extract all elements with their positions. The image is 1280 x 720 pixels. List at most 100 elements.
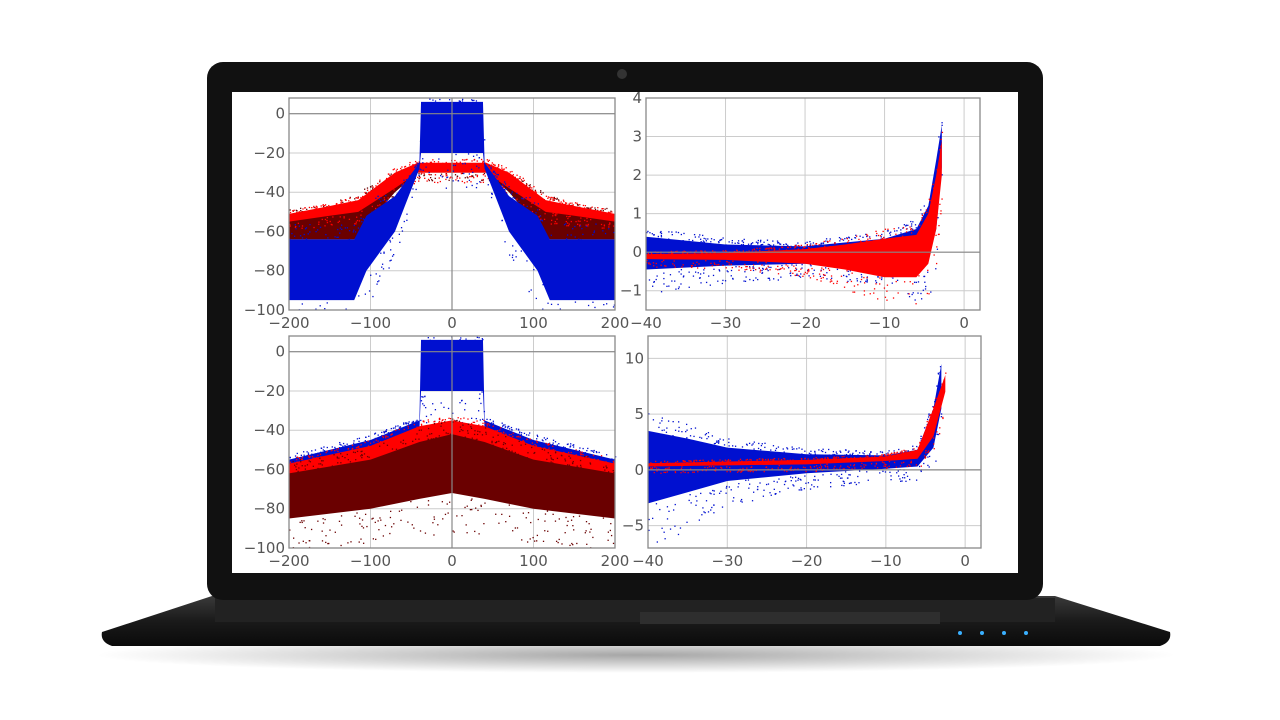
data-point <box>424 177 426 179</box>
data-point <box>520 432 523 434</box>
data-point <box>717 241 720 243</box>
data-point <box>514 451 516 454</box>
data-point <box>825 240 827 242</box>
data-point <box>742 467 744 470</box>
data-point <box>454 159 456 162</box>
data-point <box>413 527 415 529</box>
data-point <box>565 202 568 204</box>
data-point <box>806 244 808 246</box>
data-point <box>897 227 900 229</box>
data-point <box>479 431 481 433</box>
data-point <box>748 460 750 462</box>
data-point <box>863 466 865 468</box>
data-point <box>881 233 883 236</box>
data-point <box>304 228 307 230</box>
data-point <box>849 270 851 272</box>
data-point <box>522 512 524 514</box>
data-point <box>350 541 352 543</box>
data-point <box>657 235 660 238</box>
data-point <box>836 468 838 470</box>
data-point <box>706 467 709 469</box>
data-point <box>762 458 764 461</box>
data-point <box>515 428 518 430</box>
led-icon <box>958 631 962 635</box>
data-point <box>320 463 322 465</box>
data-point <box>464 506 466 509</box>
data-point <box>734 242 736 244</box>
data-point <box>475 174 477 176</box>
data-point <box>544 447 546 450</box>
data-point <box>542 192 544 194</box>
data-point <box>900 232 902 234</box>
data-point <box>814 475 816 478</box>
y-tick-label: −80 <box>253 262 285 280</box>
data-point <box>674 503 676 506</box>
data-point <box>501 219 503 222</box>
data-point <box>741 461 743 463</box>
data-point <box>844 237 846 240</box>
data-point <box>393 523 395 525</box>
data-point <box>321 540 324 542</box>
data-point <box>475 100 478 102</box>
data-point <box>293 235 296 237</box>
data-point <box>866 456 869 458</box>
data-point <box>313 226 315 229</box>
data-point <box>668 510 670 512</box>
data-point <box>932 183 934 186</box>
data-point <box>653 281 655 283</box>
data-point <box>429 98 431 100</box>
data-point <box>726 470 728 473</box>
data-point <box>921 213 923 215</box>
data-point <box>523 204 525 206</box>
data-point <box>479 419 482 421</box>
data-point <box>381 435 383 437</box>
data-point <box>401 166 403 168</box>
data-point <box>870 463 873 465</box>
data-point <box>905 231 908 233</box>
data-point <box>842 480 844 482</box>
data-point <box>808 270 810 272</box>
data-point <box>587 225 589 227</box>
data-point <box>682 276 685 278</box>
data-point <box>425 422 428 424</box>
data-point <box>703 461 705 463</box>
data-point <box>705 238 707 240</box>
data-point <box>903 281 906 283</box>
data-point <box>536 440 538 442</box>
data-point <box>884 465 886 467</box>
data-point <box>771 248 773 250</box>
data-point <box>936 248 939 250</box>
data-point <box>315 231 317 233</box>
data-point <box>377 520 379 522</box>
data-point <box>532 445 534 447</box>
data-point <box>549 455 552 457</box>
data-point <box>306 208 308 211</box>
data-point <box>299 235 302 237</box>
data-point <box>941 124 943 126</box>
data-point <box>852 291 854 293</box>
x-tick-label: 100 <box>519 314 548 332</box>
data-point <box>579 459 582 462</box>
data-point <box>782 250 785 252</box>
data-point <box>655 278 657 281</box>
scatter-points-dark-red <box>289 418 615 549</box>
data-point <box>537 203 539 205</box>
data-point <box>869 236 871 238</box>
data-point <box>398 233 400 235</box>
data-point <box>322 205 325 208</box>
data-point <box>727 271 729 273</box>
data-point <box>505 521 507 523</box>
data-point <box>818 244 820 246</box>
data-point <box>705 240 708 242</box>
data-point <box>802 248 804 250</box>
data-point <box>361 454 363 457</box>
data-point <box>761 459 764 462</box>
data-point <box>373 441 375 443</box>
data-point <box>351 448 353 450</box>
data-point <box>748 487 750 489</box>
data-point <box>375 538 377 541</box>
data-point <box>701 252 703 254</box>
data-point <box>875 230 877 232</box>
data-point <box>814 245 816 247</box>
